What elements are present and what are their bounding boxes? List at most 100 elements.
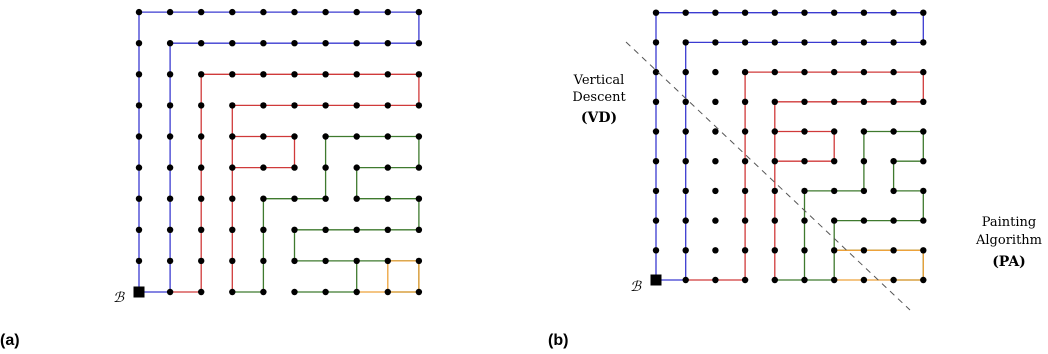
grid-node bbox=[712, 9, 719, 16]
base-station-marker bbox=[133, 286, 145, 298]
grid-node bbox=[741, 276, 749, 284]
grid-node bbox=[166, 40, 174, 47]
grid-node bbox=[135, 257, 143, 265]
grid-node bbox=[166, 226, 174, 233]
grid-node bbox=[801, 39, 808, 46]
grid-node bbox=[229, 195, 236, 202]
grid-node bbox=[322, 102, 329, 109]
grid-node bbox=[166, 257, 174, 265]
path-segment-5 bbox=[834, 249, 924, 281]
grid-node bbox=[831, 9, 838, 16]
grid-node bbox=[384, 8, 391, 16]
grid-node bbox=[682, 247, 689, 254]
grid-node bbox=[890, 9, 897, 16]
grid-node bbox=[860, 68, 868, 76]
grid-node bbox=[229, 8, 236, 16]
grid-node bbox=[652, 9, 660, 16]
grid-node bbox=[890, 158, 897, 165]
grid-node bbox=[652, 187, 660, 195]
grid-node bbox=[353, 257, 360, 265]
grid-node bbox=[260, 226, 267, 233]
grid-node bbox=[198, 71, 205, 78]
grid-node bbox=[166, 8, 174, 16]
grid-node bbox=[384, 195, 391, 202]
grid-node bbox=[198, 133, 205, 140]
grid-node bbox=[712, 128, 719, 135]
grid-node bbox=[890, 128, 897, 135]
grid-node bbox=[712, 158, 719, 165]
panel-b-grid bbox=[650, 9, 927, 286]
grid-node bbox=[166, 164, 174, 171]
grid-node bbox=[801, 276, 808, 284]
grid-node bbox=[229, 133, 236, 140]
grid-node bbox=[229, 40, 236, 47]
grid-node bbox=[415, 195, 423, 202]
grid-node bbox=[291, 195, 298, 202]
grid-node bbox=[652, 158, 660, 165]
grid-node bbox=[741, 247, 749, 254]
grid-node bbox=[920, 217, 927, 224]
grid-node bbox=[260, 164, 267, 171]
grid-node bbox=[682, 98, 689, 106]
grid-node bbox=[415, 133, 423, 140]
grid-node bbox=[384, 102, 391, 109]
grid-node bbox=[801, 9, 808, 16]
grid-node bbox=[260, 102, 267, 109]
grid-node bbox=[801, 187, 808, 195]
grid-node bbox=[801, 68, 808, 76]
grid-node bbox=[322, 226, 329, 233]
path-segment-3 bbox=[774, 130, 924, 281]
grid-node bbox=[801, 217, 808, 224]
grid-node bbox=[682, 187, 689, 195]
grid-node bbox=[291, 8, 298, 16]
grid-node bbox=[712, 217, 719, 224]
grid-node bbox=[771, 39, 778, 46]
grid-node bbox=[415, 8, 423, 16]
base-station-marker bbox=[650, 274, 662, 286]
grid-node bbox=[135, 71, 143, 78]
grid-node bbox=[920, 128, 927, 135]
grid-node bbox=[920, 98, 927, 106]
grid-node bbox=[415, 288, 423, 296]
grid-node bbox=[260, 8, 267, 16]
grid-node bbox=[353, 195, 360, 202]
grid-node bbox=[712, 276, 719, 284]
pa-label-line2: Algorithm bbox=[975, 233, 1042, 248]
grid-node bbox=[260, 257, 267, 265]
grid-node bbox=[384, 133, 391, 140]
grid-node bbox=[353, 102, 360, 109]
grid-node bbox=[771, 247, 778, 254]
grid-node bbox=[229, 164, 236, 171]
grid-node bbox=[353, 133, 360, 140]
grid-node bbox=[831, 128, 838, 135]
vd-label-line2: Descent bbox=[572, 90, 626, 105]
grid-node bbox=[415, 257, 423, 265]
grid-node bbox=[890, 276, 897, 284]
grid-node bbox=[860, 158, 868, 165]
grid-node bbox=[291, 40, 298, 47]
grid-node bbox=[682, 9, 689, 16]
grid-node bbox=[384, 226, 391, 233]
grid-node bbox=[771, 128, 778, 135]
grid-node bbox=[166, 133, 174, 140]
grid-node bbox=[198, 195, 205, 202]
grid-node bbox=[229, 257, 236, 265]
grid-node bbox=[291, 257, 298, 265]
grid-node bbox=[860, 247, 868, 254]
grid-node bbox=[831, 98, 838, 106]
grid-node bbox=[920, 39, 927, 46]
grid-node bbox=[322, 195, 329, 202]
grid-node bbox=[135, 40, 143, 47]
grid-node bbox=[771, 217, 778, 224]
panel-a-grid bbox=[133, 8, 423, 298]
grid-node bbox=[198, 102, 205, 109]
base-label-b: ℬ bbox=[630, 279, 642, 295]
grid-node bbox=[682, 158, 689, 165]
grid-node bbox=[353, 164, 360, 171]
grid-node bbox=[890, 68, 897, 76]
grid-node bbox=[920, 187, 927, 195]
grid-node bbox=[384, 164, 391, 171]
grid-node bbox=[652, 247, 660, 254]
grid-node bbox=[260, 71, 267, 78]
